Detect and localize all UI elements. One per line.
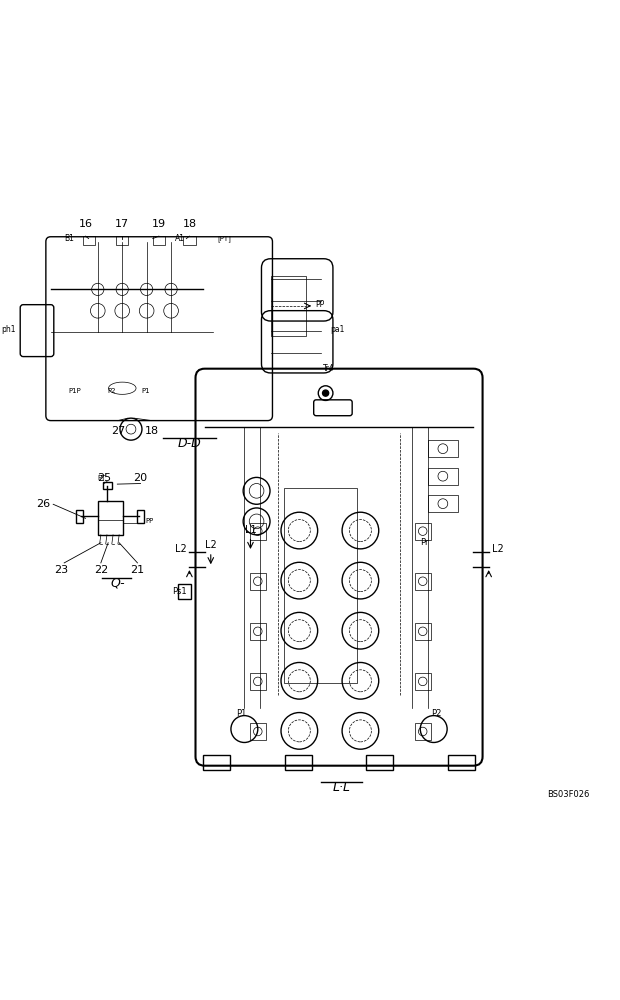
Text: A1: A1	[175, 234, 185, 243]
Text: Ps1: Ps1	[172, 587, 187, 596]
Text: D-D: D-D	[177, 437, 202, 450]
Text: 22: 22	[94, 565, 108, 575]
Bar	[415, 523, 431, 540]
Text: 25: 25	[97, 473, 111, 483]
Bar	[153, 236, 165, 245]
Bar	[116, 236, 128, 245]
Text: L1: L1	[245, 525, 256, 535]
Bar	[98, 501, 123, 535]
Text: PP: PP	[315, 300, 324, 309]
Bar	[179, 584, 190, 599]
Bar	[285, 755, 312, 770]
Text: Pr: Pr	[420, 538, 429, 547]
Bar	[271, 276, 306, 336]
Bar	[103, 482, 112, 489]
Text: Tr4: Tr4	[323, 364, 334, 373]
Text: ph1: ph1	[1, 325, 16, 334]
Bar	[250, 673, 266, 690]
Text: P1P: P1P	[69, 388, 82, 394]
Bar	[366, 755, 393, 770]
Text: [PT]: [PT]	[217, 235, 231, 242]
Bar	[415, 573, 431, 590]
Bar	[428, 495, 458, 512]
Text: 21: 21	[130, 565, 144, 575]
Text: L2: L2	[175, 544, 187, 554]
Bar	[82, 236, 95, 245]
Text: 18: 18	[182, 219, 197, 229]
Bar	[284, 488, 357, 683]
Text: P1: P1	[236, 709, 247, 718]
Text: P2: P2	[108, 388, 116, 394]
Text: 18: 18	[144, 426, 159, 436]
Text: Q-: Q-	[110, 576, 125, 589]
Text: B1: B1	[64, 234, 74, 243]
Bar	[184, 236, 195, 245]
Text: 20: 20	[133, 473, 148, 483]
Bar	[448, 755, 475, 770]
Text: 17: 17	[115, 219, 130, 229]
Text: 23: 23	[54, 565, 68, 575]
Bar	[203, 755, 230, 770]
Bar	[138, 510, 144, 523]
Bar	[428, 440, 458, 457]
Text: pa1: pa1	[330, 325, 345, 334]
Bar	[250, 723, 266, 740]
Bar	[250, 523, 266, 540]
Text: L2: L2	[205, 540, 216, 550]
Circle shape	[322, 390, 329, 396]
Bar	[415, 673, 431, 690]
Text: PP: PP	[146, 518, 154, 524]
Bar	[428, 468, 458, 485]
Bar	[76, 510, 82, 523]
Text: 27: 27	[111, 426, 125, 436]
Bar	[250, 623, 266, 640]
Text: BS03F026: BS03F026	[547, 790, 590, 799]
Bar	[250, 573, 266, 590]
Text: 16: 16	[79, 219, 92, 229]
Text: L·L: L·L	[333, 781, 351, 794]
Text: P2: P2	[432, 709, 442, 718]
Text: P1: P1	[141, 388, 150, 394]
Text: PT: PT	[98, 475, 106, 481]
Text: 26: 26	[37, 499, 51, 509]
Text: L2: L2	[492, 544, 503, 554]
Text: 19: 19	[152, 219, 166, 229]
Bar	[415, 723, 431, 740]
Bar	[415, 623, 431, 640]
